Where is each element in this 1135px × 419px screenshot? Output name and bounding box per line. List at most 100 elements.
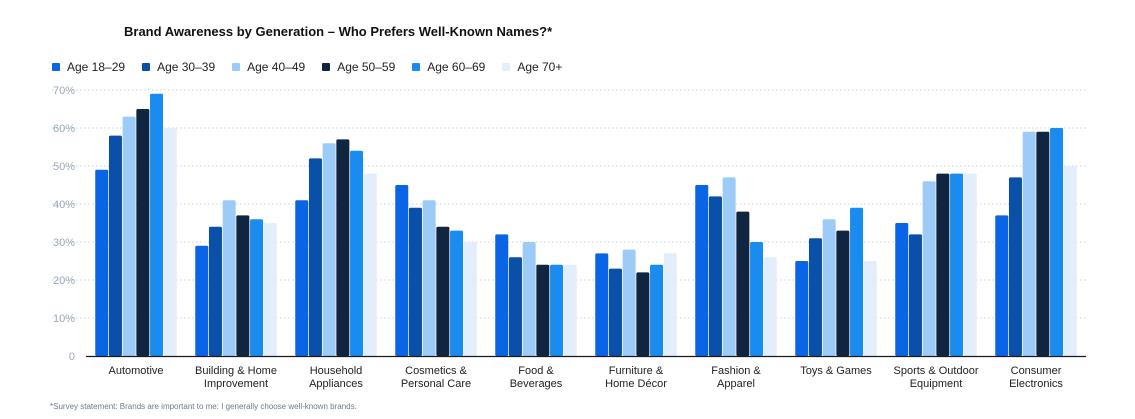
legend-swatch <box>142 63 151 71</box>
legend-item: Age 40–49 <box>232 60 305 74</box>
x-tick-label-line: Improvement <box>204 378 268 390</box>
legend-item: Age 60–69 <box>412 60 485 74</box>
legend-swatch <box>412 63 421 71</box>
x-tick-label-line: Building & Home <box>195 365 277 377</box>
bar <box>708 196 722 356</box>
y-tick-label: 50% <box>53 161 75 173</box>
y-tick-label: 20% <box>53 275 75 287</box>
y-tick-label: 0 <box>69 351 75 363</box>
bar <box>350 150 364 356</box>
bar <box>1022 131 1036 356</box>
y-tick-label: 70% <box>53 85 75 97</box>
x-tick-label: Automotive <box>108 365 163 377</box>
legend-label: Age 70+ <box>517 60 563 74</box>
bar <box>308 158 322 356</box>
bar <box>650 264 664 356</box>
bar <box>263 223 277 356</box>
legend-label: Age 40–49 <box>247 60 306 74</box>
legend-swatch <box>322 63 331 71</box>
bar <box>1008 177 1022 356</box>
bar <box>736 211 750 356</box>
bar <box>436 226 450 356</box>
x-tick-label-line: Home Décor <box>605 378 667 390</box>
chart-title: Brand Awareness by Generation – Who Pref… <box>124 24 553 39</box>
bar <box>1036 131 1050 356</box>
y-tick-label: 10% <box>53 313 75 325</box>
bar <box>595 253 609 356</box>
bar <box>608 268 622 356</box>
x-tick-label: Fashion & Apparel <box>711 365 761 390</box>
x-tick-label-line: Consumer <box>1011 365 1062 377</box>
bar <box>222 200 236 356</box>
x-tick-label-line: Cosmetics & <box>405 365 467 377</box>
bar <box>122 116 136 356</box>
bar <box>408 207 422 356</box>
bar <box>850 207 864 356</box>
bar <box>1063 166 1077 356</box>
bar <box>208 226 222 356</box>
bar <box>722 177 736 356</box>
bar <box>563 264 577 356</box>
bar <box>950 173 964 356</box>
bar <box>136 109 150 356</box>
bar <box>750 242 764 356</box>
bar <box>395 185 409 356</box>
x-tick-label: Building & Home Improvement <box>195 365 277 390</box>
bar <box>795 261 809 356</box>
legend-label: Age 18–29 <box>67 60 126 74</box>
bar <box>95 169 109 356</box>
legend-swatch <box>232 63 241 71</box>
bar <box>495 234 509 356</box>
x-tick-label: Cosmetics & Personal Care <box>401 365 471 390</box>
y-tick-label: 60% <box>53 123 75 135</box>
bar <box>895 223 909 356</box>
bar <box>808 238 822 356</box>
x-tick-label-line: Beverages <box>510 378 563 390</box>
x-tick-label: Consumer Electronics <box>1009 365 1063 390</box>
bar <box>422 200 436 356</box>
bar <box>108 135 122 356</box>
legend-label: Age 60–69 <box>427 60 486 74</box>
x-tick-label-line: Automotive <box>108 365 163 377</box>
x-tick-label-line: Toys & Games <box>800 365 872 377</box>
legend-swatch <box>502 63 511 71</box>
x-tick-label-line: Apparel <box>717 378 755 390</box>
x-tick-label-line: Food & <box>518 365 554 377</box>
x-tick-label: Toys & Games <box>800 365 872 377</box>
legend-item: Age 18–29 <box>52 60 125 74</box>
x-tick-label: Food & Beverages <box>510 365 563 390</box>
bar <box>450 230 464 356</box>
bar <box>636 272 650 356</box>
bar <box>236 215 250 356</box>
x-tick-label-line: Fashion & <box>711 365 761 377</box>
legend-item: Age 50–59 <box>322 60 395 74</box>
bar <box>250 219 264 356</box>
bar <box>963 173 977 356</box>
legend-label: Age 50–59 <box>337 60 396 74</box>
bar <box>508 257 522 356</box>
x-tick-label: Household Appliances <box>309 365 363 390</box>
bar <box>936 173 950 356</box>
y-tick-label: 30% <box>53 237 75 249</box>
x-tick-label-line: Appliances <box>309 378 363 390</box>
legend-item: Age 70+ <box>502 60 562 74</box>
bar <box>622 249 636 356</box>
bar <box>322 143 336 356</box>
x-tick-label: Sports & Outdoor Equipment <box>894 365 979 390</box>
bar <box>163 128 177 356</box>
bar <box>536 264 550 356</box>
x-tick-label-line: Electronics <box>1009 378 1063 390</box>
bar <box>663 253 677 356</box>
bar <box>863 261 877 356</box>
legend-item: Age 30–39 <box>142 60 215 74</box>
x-tick-label-line: Household <box>310 365 363 377</box>
x-tick-label-line: Equipment <box>910 378 963 390</box>
legend-label: Age 30–39 <box>157 60 216 74</box>
bar <box>522 242 536 356</box>
bar <box>908 234 922 356</box>
y-tick-label: 40% <box>53 199 75 211</box>
bar <box>363 173 377 356</box>
bar <box>463 242 477 356</box>
bar <box>336 139 350 356</box>
